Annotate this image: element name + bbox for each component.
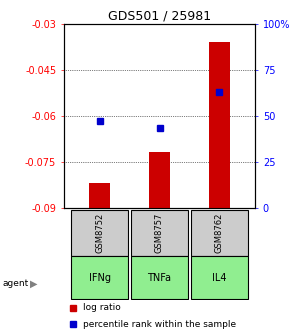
Text: GSM8752: GSM8752 bbox=[95, 212, 104, 253]
Text: TNFa: TNFa bbox=[148, 272, 171, 283]
Text: log ratio: log ratio bbox=[83, 303, 121, 312]
Bar bbox=[191, 256, 248, 299]
Bar bbox=[71, 256, 128, 299]
Text: GSM8762: GSM8762 bbox=[215, 212, 224, 253]
Bar bbox=[71, 210, 128, 256]
Bar bbox=[149, 153, 170, 208]
Bar bbox=[89, 183, 110, 208]
Text: percentile rank within the sample: percentile rank within the sample bbox=[83, 320, 236, 329]
Bar bbox=[209, 42, 230, 208]
Bar bbox=[131, 210, 188, 256]
Text: IFNg: IFNg bbox=[89, 272, 111, 283]
Text: GSM8757: GSM8757 bbox=[155, 212, 164, 253]
Bar bbox=[191, 210, 248, 256]
Title: GDS501 / 25981: GDS501 / 25981 bbox=[108, 9, 211, 23]
Bar bbox=[131, 256, 188, 299]
Text: IL4: IL4 bbox=[212, 272, 226, 283]
Text: ▶: ▶ bbox=[30, 279, 38, 289]
Text: agent: agent bbox=[3, 280, 29, 288]
